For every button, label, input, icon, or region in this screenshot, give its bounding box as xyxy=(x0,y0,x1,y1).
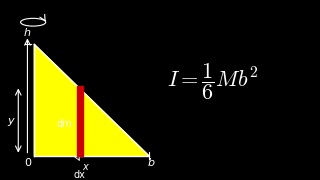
Text: y: y xyxy=(7,116,13,126)
Text: h: h xyxy=(24,28,31,38)
Text: dx: dx xyxy=(74,170,86,180)
Text: 0: 0 xyxy=(24,158,31,168)
Text: dm: dm xyxy=(56,119,72,129)
Text: b: b xyxy=(147,158,155,168)
Polygon shape xyxy=(34,44,148,156)
Text: x: x xyxy=(82,162,88,172)
Bar xyxy=(76,86,83,156)
Text: $I = \dfrac{1}{6}Mb^2$: $I = \dfrac{1}{6}Mb^2$ xyxy=(167,61,259,102)
